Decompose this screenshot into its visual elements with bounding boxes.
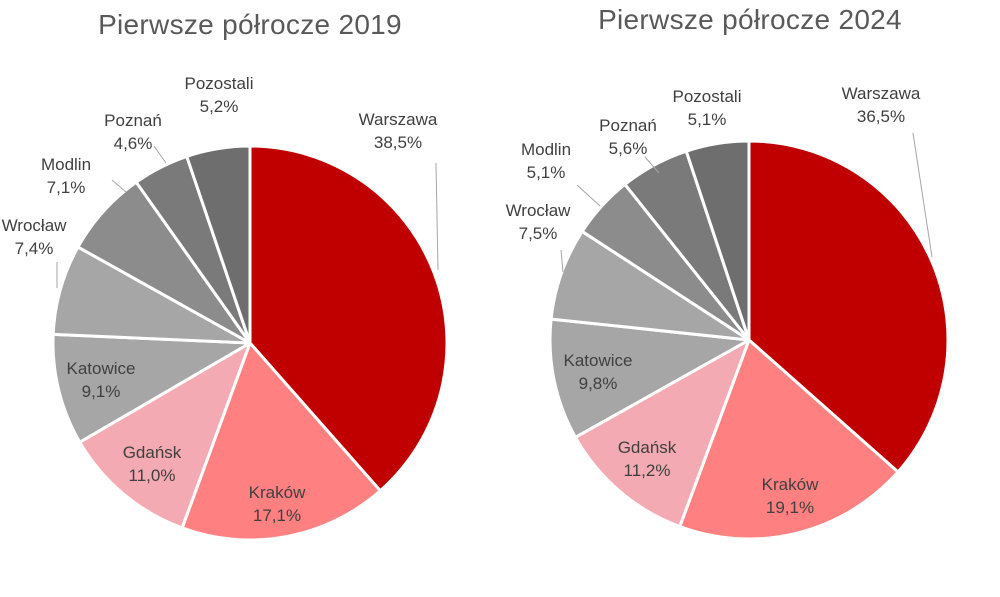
pie-slice-gdansk-2019 [78, 341, 252, 530]
slice-label-warszawa-2024: Warszawa [842, 84, 921, 103]
pie-chart-2024: Warszawa 36,5% Kraków 19,1% Gdańsk 11,2% Katow… [506, 84, 950, 541]
slice-label-krakow-2024: Kraków [762, 475, 819, 494]
slice-value-warszawa-2019: 38,5% [374, 133, 422, 152]
slice-label-krakow-2019: Kraków [249, 483, 306, 502]
pie-slice-katowice-2019 [51, 332, 252, 444]
slice-label-gdansk-2024: Gdańsk [618, 438, 677, 457]
chart-title-2019: Pierwsze półrocze 2019 [98, 9, 402, 40]
slice-value-wroclaw-2019: 7,4% [15, 239, 54, 258]
slice-label-warszawa-2019: Warszawa [359, 110, 438, 129]
leader-line-poznan-2019 [153, 145, 167, 164]
leader-line-warszawa-2019 [435, 162, 439, 271]
slice-value-pozostali-2019: 5,2% [200, 97, 239, 116]
slice-label-katowice-2019: Katowice [67, 359, 136, 378]
slice-value-poznan-2024: 5,6% [609, 139, 648, 158]
leader-line-modlin-2024 [576, 184, 601, 207]
slice-value-warszawa-2024: 36,5% [857, 107, 905, 126]
pie-slice-krakow-2019 [180, 341, 382, 542]
slice-value-wroclaw-2024: 7,5% [519, 224, 558, 243]
slice-value-modlin-2019: 7,1% [47, 178, 86, 197]
pie-slice-gdansk-2024 [573, 338, 751, 529]
pie-slice-krakow-2024 [678, 338, 900, 541]
slice-label-modlin-2019: Modlin [41, 155, 91, 174]
pie-slice-pozostali-2024 [684, 139, 751, 342]
slice-value-pozostali-2024: 5,1% [688, 110, 727, 129]
leader-line-warszawa-2024 [912, 132, 933, 258]
slice-label-poznan-2024: Poznań [599, 116, 657, 135]
slice-label-poznan-2019: Poznań [104, 111, 162, 130]
slice-value-gdansk-2019: 11,0% [129, 466, 176, 485]
pie-slice-pozostali-2019 [185, 144, 252, 345]
leader-line-poznan-2024 [644, 156, 660, 174]
slice-label-gdansk-2019: Gdańsk [123, 443, 182, 462]
slice-label-wroclaw-2024: Wrocław [506, 201, 572, 220]
slice-value-krakow-2024: 19,1% [766, 498, 814, 517]
slice-label-modlin-2024: Modlin [521, 140, 571, 159]
pie-chart-2019: Warszawa 38,5% Kraków 17,1% Gdańsk 11,0% Katow… [2, 74, 449, 542]
pie-slice-warszawa-2024 [747, 139, 950, 474]
slice-value-modlin-2024: 5,1% [527, 163, 566, 182]
slice-value-krakow-2019: 17,1% [253, 506, 301, 525]
slice-value-poznan-2019: 4,6% [114, 134, 153, 153]
slice-label-pozostali-2024: Pozostali [673, 87, 742, 106]
chart-2019: Pierwsze półrocze 2019 Warszawa 38,5% Krak… [2, 9, 449, 542]
pie-slice-katowice-2024 [548, 317, 751, 439]
leader-line-modlin-2019 [111, 179, 127, 193]
leader-line-wroclaw-2024 [560, 249, 564, 273]
chart-2024: Pierwsze półrocze 2024 Warszawa 36,5% Krak… [500, 0, 1000, 597]
slice-value-gdansk-2024: 11,2% [624, 461, 671, 480]
slice-label-wroclaw-2019: Wrocław [2, 216, 68, 235]
chart-title-2024: Pierwsze półrocze 2024 [598, 4, 902, 35]
slice-label-pozostali-2019: Pozostali [185, 74, 254, 93]
slice-value-katowice-2024: 9,8% [579, 374, 618, 393]
pie-slice-warszawa-2019 [248, 144, 449, 493]
slice-value-katowice-2019: 9,1% [82, 382, 121, 401]
slice-label-katowice-2024: Katowice [564, 351, 633, 370]
